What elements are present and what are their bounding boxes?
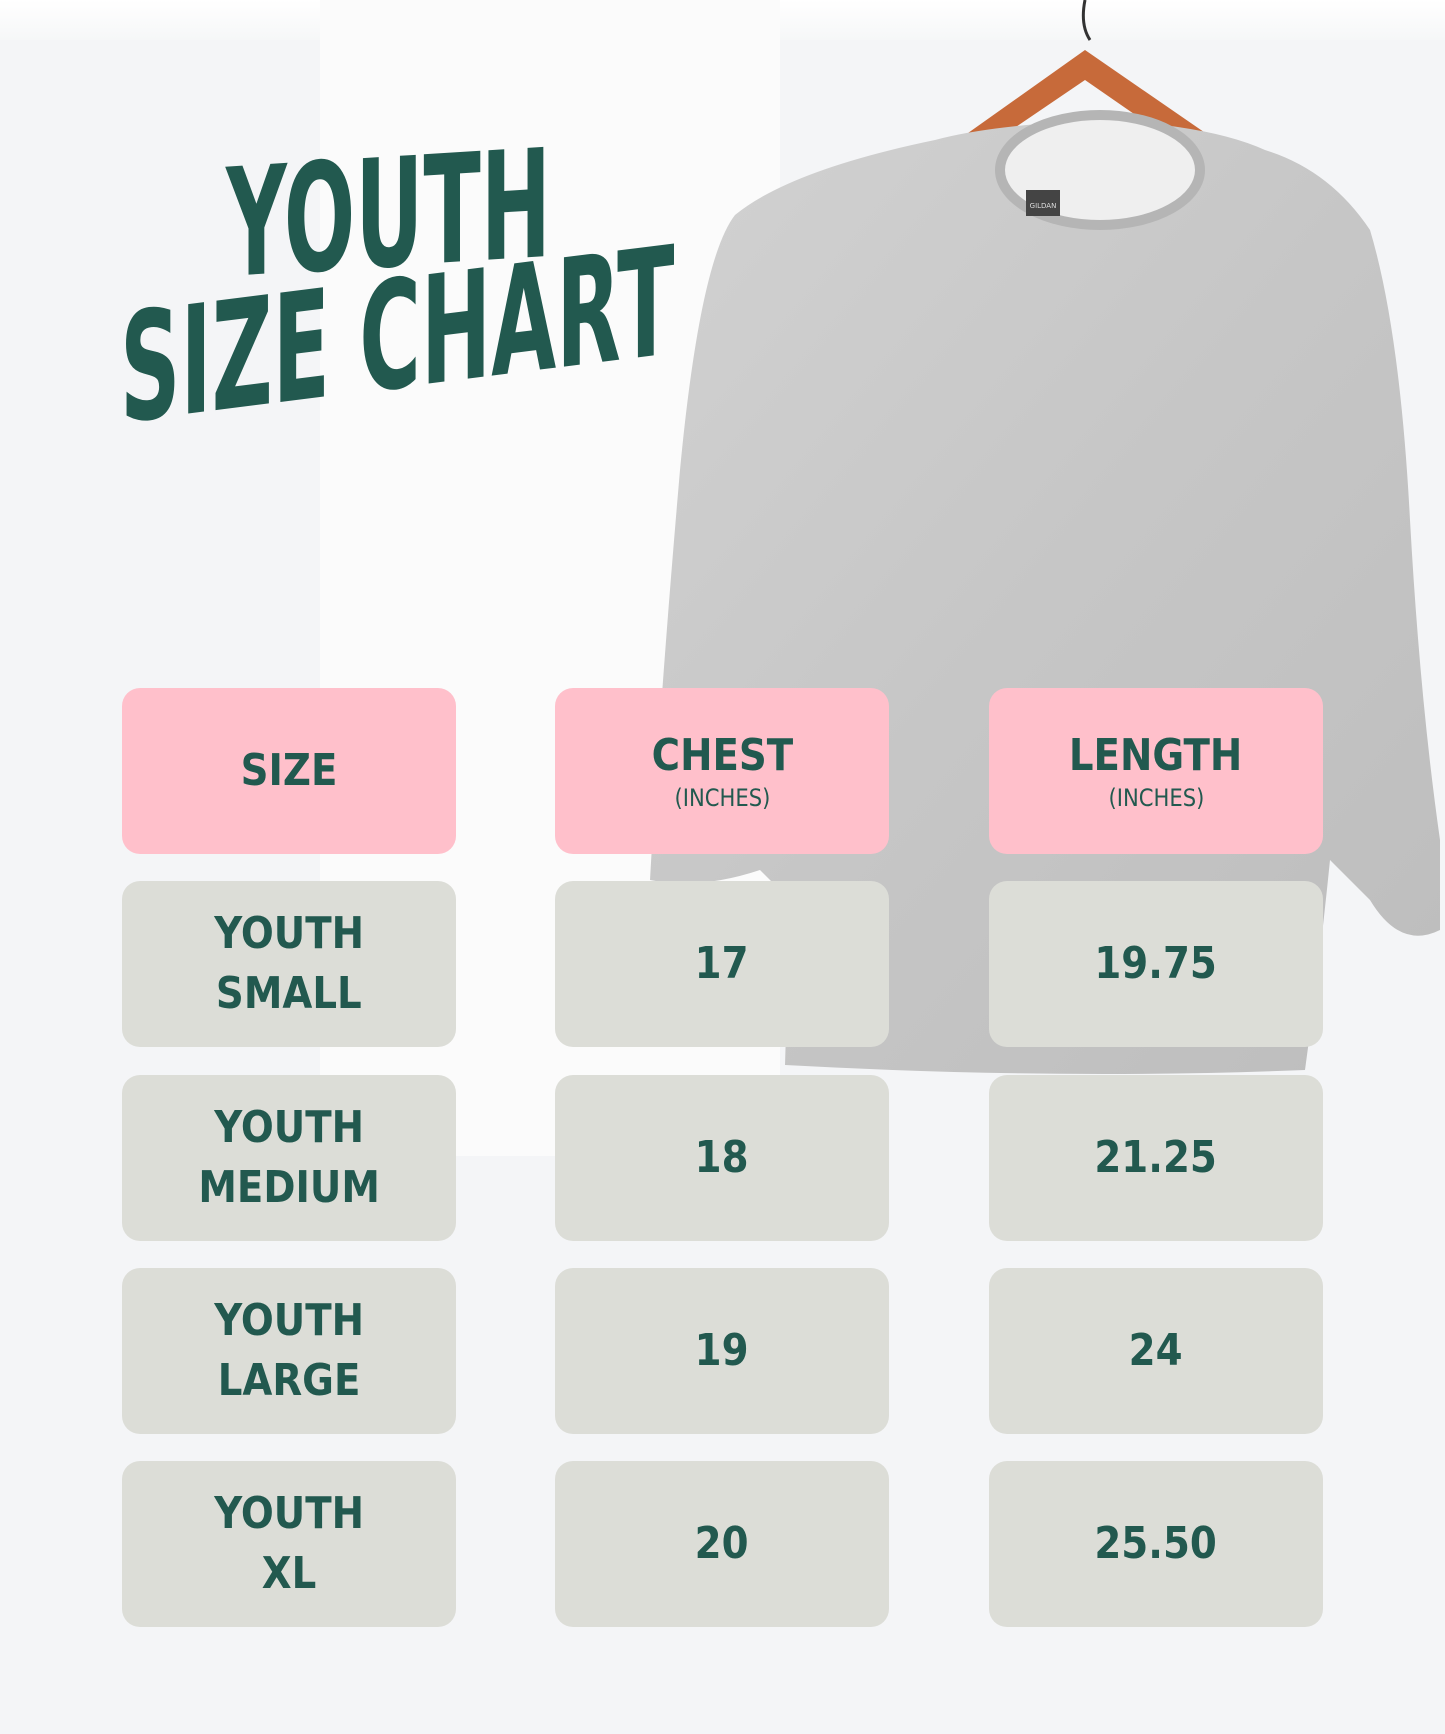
length-cell: 25.50 [989,1461,1323,1627]
size-line-1: YOUTH [214,908,364,959]
size-line-2: SMALL [216,968,362,1019]
length-value: 24 [1129,1324,1183,1376]
length-cell: 19.75 [989,881,1323,1047]
label-tag [1026,190,1060,216]
size-line-1: YOUTH [214,1102,364,1153]
size-cell: YOUTH XL [122,1461,456,1627]
length-cell: 24 [989,1268,1323,1434]
length-value: 21.25 [1094,1131,1218,1183]
header-size: SIZE [122,688,456,854]
header-label: CHEST [651,729,793,781]
size-line-1: YOUTH [214,1295,364,1346]
chest-value: 19 [695,1324,749,1376]
size-cell: YOUTH SMALL [122,881,456,1047]
header-label: SIZE [240,744,338,796]
chest-cell: 18 [555,1075,889,1241]
chest-cell: 17 [555,881,889,1047]
size-line-2: LARGE [217,1355,361,1406]
header-unit: (INCHES) [1108,784,1204,813]
header-unit: (INCHES) [674,784,770,813]
header-chest: CHEST (INCHES) [555,688,889,854]
header-length: LENGTH (INCHES) [989,688,1323,854]
size-line-2: MEDIUM [198,1162,380,1213]
label-tag-text: GILDAN [1030,202,1057,210]
chest-value: 17 [695,937,749,989]
size-line-2: XL [261,1548,317,1599]
length-value: 19.75 [1094,937,1218,989]
header-label: LENGTH [1069,729,1243,781]
chest-value: 18 [695,1131,749,1183]
length-cell: 21.25 [989,1075,1323,1241]
size-cell: YOUTH MEDIUM [122,1075,456,1241]
size-line-1: YOUTH [214,1488,364,1539]
chest-cell: 19 [555,1268,889,1434]
length-value: 25.50 [1094,1517,1218,1569]
chest-value: 20 [695,1517,749,1569]
size-cell: YOUTH LARGE [122,1268,456,1434]
chest-cell: 20 [555,1461,889,1627]
